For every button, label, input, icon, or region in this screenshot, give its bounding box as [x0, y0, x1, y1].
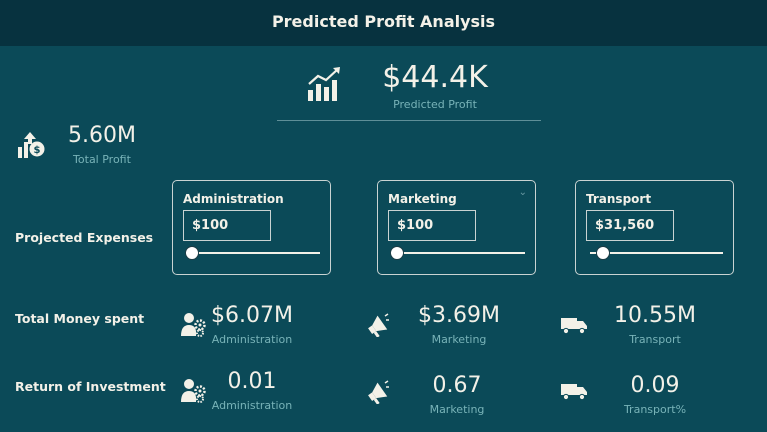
svg-text:$: $ [34, 145, 41, 156]
transport-slider-thumb[interactable] [596, 246, 610, 260]
admin-gears-icon [180, 377, 206, 403]
total-money-spent-label: Total Money spent [15, 311, 145, 326]
marketing-money-spent-label: Marketing [431, 333, 487, 346]
marketing-slider-track[interactable] [392, 252, 525, 254]
card-title: Transport [586, 192, 652, 206]
transport-roi-label: Transport% [623, 403, 687, 416]
marketing-expense-input[interactable]: $100 [388, 210, 476, 241]
card-title: Administration [183, 192, 284, 206]
return-of-investment-label: Return of Investment [15, 379, 166, 394]
megaphone-icon [366, 380, 390, 405]
truck-icon [560, 316, 588, 335]
administration-expense-card: Administration $100 [172, 180, 331, 275]
card-title: Marketing [388, 192, 457, 206]
administration-expense-input[interactable]: $100 [183, 210, 271, 241]
transport-money-spent-label: Transport [629, 333, 681, 346]
marketing-slider-thumb[interactable] [390, 246, 404, 260]
admin-gears-icon [180, 311, 206, 337]
chevron-down-icon[interactable]: ⌄ [518, 187, 527, 198]
admin-money-spent-value: $6.07M [211, 303, 293, 328]
marketing-roi-value: 0.67 [432, 373, 482, 398]
kpi-divider [277, 120, 541, 121]
profit-dollar-icon: $ [16, 130, 46, 160]
marketing-roi-label: Marketing [429, 403, 485, 416]
administration-slider-thumb[interactable] [185, 246, 199, 260]
transport-money-spent-value: 10.55M [614, 303, 696, 328]
administration-slider-track[interactable] [187, 252, 320, 254]
projected-expenses-label: Projected Expenses [15, 230, 154, 245]
transport-roi-value: 0.09 [630, 373, 680, 398]
page-title: Predicted Profit Analysis [271, 11, 496, 31]
admin-roi-label: Administration [211, 399, 293, 412]
transport-expense-input[interactable]: $31,560 [586, 210, 674, 241]
transport-slider-track[interactable] [590, 252, 723, 254]
header-bar: Predicted Profit Analysis [0, 0, 767, 46]
predicted-profit-label: Predicted Profit [393, 98, 477, 111]
marketing-money-spent-value: $3.69M [418, 303, 500, 328]
admin-money-spent-label: Administration [211, 333, 293, 346]
admin-roi-value: 0.01 [227, 369, 277, 394]
growth-chart-icon [306, 66, 344, 102]
transport-expense-card: Transport $31,560 [575, 180, 734, 275]
total-profit-label: Total Profit [73, 153, 131, 166]
megaphone-icon [366, 313, 390, 338]
marketing-expense-card: ⌄ Marketing $100 [377, 180, 536, 275]
predicted-profit-value: $44.4K [382, 60, 488, 95]
total-profit-value: 5.60M [68, 123, 136, 148]
truck-icon [560, 382, 588, 401]
